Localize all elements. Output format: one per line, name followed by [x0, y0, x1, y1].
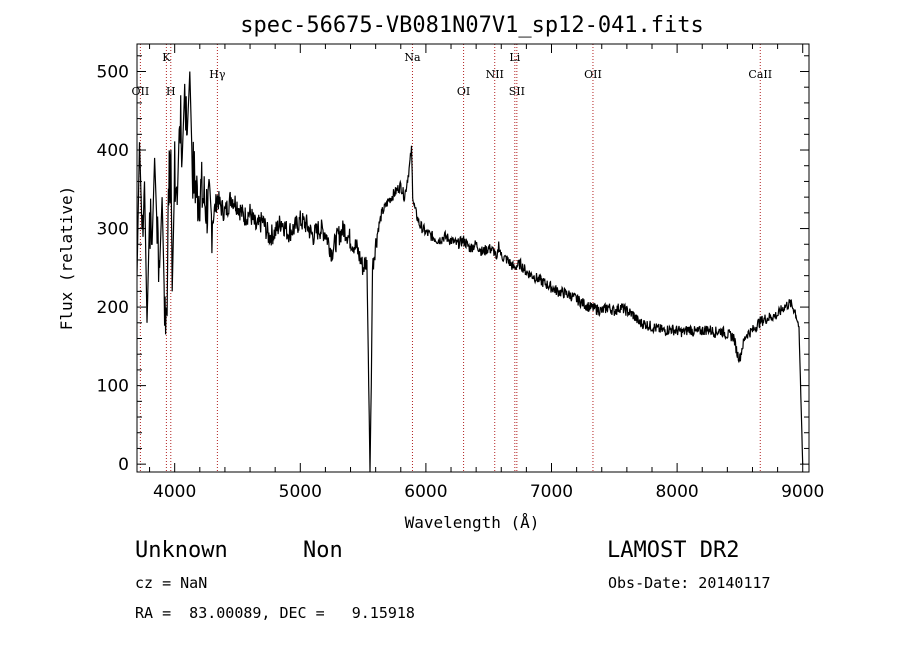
x-tick-label: 6000: [404, 482, 447, 502]
obs-date-text: Obs-Date: 20140117: [608, 574, 771, 592]
chart-title: spec-56675-VB081N07V1_sp12-041.fits: [240, 13, 704, 38]
x-tick-label: 4000: [153, 482, 196, 502]
x-tick-label: 7000: [530, 482, 573, 502]
emission-line-label: OII: [132, 85, 150, 98]
x-tick-label: 5000: [279, 482, 322, 502]
emission-line-label: H: [166, 85, 176, 98]
object-class: Unknown: [135, 538, 228, 563]
y-axis-label: Flux (relative): [57, 186, 76, 331]
coordinates-text: RA = 83.00089, DEC = 9.15918: [135, 604, 415, 622]
survey-name: LAMOST DR2: [607, 538, 740, 563]
emission-line-label: Na: [404, 51, 421, 64]
y-tick-label: 0: [118, 455, 129, 475]
y-tick-label: 500: [97, 62, 129, 82]
plot-area: K H OII Hγ Na OI NII Li SII OII CaII: [132, 44, 804, 472]
emission-line-label: K: [162, 51, 171, 64]
x-tick-label: 9000: [781, 482, 824, 502]
emission-line-label: SII: [509, 85, 525, 98]
emission-line-label: Li: [509, 51, 520, 64]
emission-line-label: OI: [457, 85, 470, 98]
y-tick-label: 300: [97, 220, 129, 240]
y-tick-label: 100: [97, 377, 129, 397]
emission-line-label: OII: [584, 68, 602, 81]
object-subclass: Non: [303, 538, 343, 563]
x-axis-label: Wavelength (Å): [405, 513, 540, 532]
x-tick-label: 8000: [655, 482, 698, 502]
redshift-text: cz = NaN: [135, 574, 208, 592]
y-axis: 0 100 200 300 400 500: [97, 55, 809, 475]
plot-frame: [136, 43, 810, 473]
spectrum-line: [137, 71, 804, 472]
emission-line-label: CaII: [748, 68, 772, 81]
y-tick-label: 200: [97, 298, 129, 318]
x-axis: 4000 5000 6000 7000 8000 9000: [149, 44, 824, 502]
y-tick-label: 400: [97, 141, 129, 161]
emission-line-label: Hγ: [209, 68, 226, 81]
emission-line-label: NII: [486, 68, 504, 81]
